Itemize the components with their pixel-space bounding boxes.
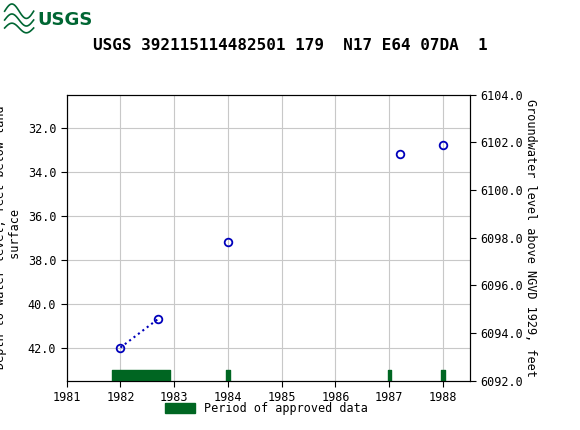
Y-axis label: Depth to water level, feet below land
 surface: Depth to water level, feet below land su…	[0, 106, 22, 369]
FancyBboxPatch shape	[3, 3, 70, 37]
Text: USGS 392115114482501 179  N17 E64 07DA  1: USGS 392115114482501 179 N17 E64 07DA 1	[93, 38, 487, 52]
Text: USGS: USGS	[38, 11, 93, 29]
Legend: Period of approved data: Period of approved data	[161, 397, 373, 420]
Y-axis label: Groundwater level above NGVD 1929, feet: Groundwater level above NGVD 1929, feet	[524, 98, 537, 377]
